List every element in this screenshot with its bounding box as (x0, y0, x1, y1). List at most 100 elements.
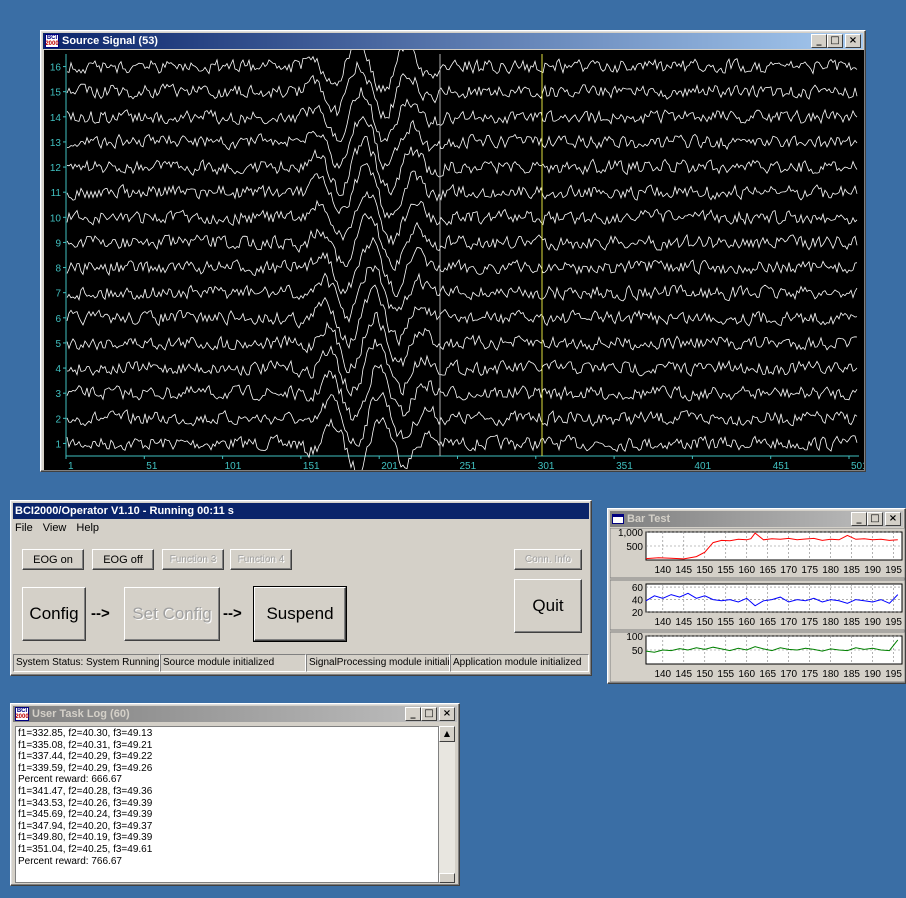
x-tick-label: 190 (864, 617, 881, 628)
log-scrollbar[interactable]: ▲ (439, 726, 455, 883)
bar-test-window[interactable]: Bar Test _ □ × 140 145 150 155 160 165 170 175 1… (607, 508, 906, 684)
sample-label: 201 (381, 461, 398, 470)
scroll-up-icon[interactable]: ▲ (439, 726, 455, 742)
log-line: Percent reward: 666.67 (18, 774, 122, 786)
x-tick-label: 175 (801, 669, 818, 680)
channel-label: 12 (50, 163, 62, 174)
channel-label: 2 (55, 414, 61, 425)
x-tick-label: 195 (885, 669, 902, 680)
close-icon[interactable]: × (885, 512, 901, 526)
x-tick-label: 165 (759, 617, 776, 628)
window-title: BCI2000/Operator V1.10 - Running 00:11 s (15, 505, 234, 517)
x-tick-label: 145 (675, 617, 692, 628)
log-line: f1=335.08, f2=40.31, f3=49.21 (18, 739, 153, 751)
maximize-icon[interactable]: □ (421, 707, 437, 721)
channel-label: 9 (55, 238, 61, 249)
y-tick-label: 50 (632, 646, 644, 657)
eeg-trace (66, 135, 858, 196)
close-icon[interactable]: × (439, 707, 455, 721)
application-status: Application module initialized (450, 654, 589, 672)
x-tick-label: 145 (675, 669, 692, 680)
eeg-trace (66, 311, 858, 374)
quit-button[interactable]: Quit (514, 579, 582, 633)
conn-info-button[interactable]: Conn. Info (514, 549, 582, 570)
minimize-icon[interactable]: _ (851, 512, 867, 526)
sample-label: 1 (68, 461, 74, 470)
channel-label: 16 (50, 63, 62, 74)
x-tick-label: 155 (717, 617, 734, 628)
minimize-icon[interactable]: _ (811, 34, 827, 48)
x-tick-label: 160 (738, 565, 755, 576)
x-tick-label: 155 (717, 669, 734, 680)
y-tick-label: 500 (626, 542, 643, 553)
eeg-trace (66, 212, 858, 272)
function3-button[interactable]: Function 3 (162, 549, 224, 570)
config-button[interactable]: Config (22, 587, 86, 641)
menu-file[interactable]: File (15, 522, 33, 534)
y-tick-label: 20 (632, 608, 644, 619)
log-line: f1=347.94, f2=40.20, f3=49.37 (18, 820, 153, 832)
eeg-trace (66, 284, 858, 350)
x-tick-label: 145 (675, 565, 692, 576)
series-line (645, 532, 898, 560)
x-tick-label: 140 (654, 617, 671, 628)
minimize-icon[interactable]: _ (405, 707, 421, 721)
x-tick-label: 160 (738, 617, 755, 628)
y-tick-label: 100 (626, 632, 643, 643)
bar-test-titlebar[interactable]: Bar Test _ □ × (610, 511, 903, 527)
channel-label: 15 (50, 88, 62, 99)
channel-label: 10 (50, 213, 62, 224)
user-task-log-window[interactable]: BCI 2000 User Task Log (60) _ □ × f1=332.… (10, 703, 460, 886)
function4-button[interactable]: Function 4 (230, 549, 292, 570)
maximize-icon[interactable]: □ (867, 512, 883, 526)
y-tick-label: 1,000 (618, 528, 643, 539)
series-line (645, 639, 899, 653)
channel-label: 7 (55, 289, 61, 300)
x-tick-label: 195 (885, 565, 902, 576)
menu-bar: File View Help (15, 522, 99, 538)
sample-label: 401 (694, 461, 711, 470)
eog-on-button[interactable]: EOG on (22, 549, 84, 570)
channel-label: 8 (55, 264, 61, 275)
close-icon[interactable]: × (845, 34, 861, 48)
x-tick-label: 160 (738, 669, 755, 680)
x-tick-label: 150 (696, 669, 713, 680)
log-text-area[interactable]: f1=332.85, f2=40.30, f3=49.13 f1=335.08, … (15, 726, 439, 883)
maximize-icon[interactable]: □ (827, 34, 843, 48)
scroll-thumb[interactable] (439, 873, 455, 883)
x-tick-label: 180 (822, 669, 839, 680)
bci2000-icon: BCI 2000 (45, 34, 59, 48)
window-title: Source Signal (53) (62, 35, 158, 47)
x-tick-label: 150 (696, 565, 713, 576)
log-line: Percent reward: 766.67 (18, 855, 122, 867)
operator-titlebar[interactable]: BCI2000/Operator V1.10 - Running 00:11 s (13, 503, 589, 519)
sample-label: 151 (303, 461, 320, 470)
x-tick-label: 155 (717, 565, 734, 576)
eog-off-button[interactable]: EOG off (92, 549, 154, 570)
log-titlebar[interactable]: BCI 2000 User Task Log (60) _ □ × (13, 706, 457, 722)
eeg-trace (66, 363, 858, 421)
operator-window[interactable]: BCI2000/Operator V1.10 - Running 00:11 s… (10, 500, 592, 676)
x-tick-label: 180 (822, 617, 839, 628)
eeg-trace (66, 236, 858, 298)
eeg-trace (66, 264, 858, 324)
x-tick-label: 175 (801, 565, 818, 576)
menu-view[interactable]: View (42, 522, 67, 534)
log-line: f1=341.47, f2=40.28, f3=49.36 (18, 785, 153, 797)
plot-area (645, 583, 903, 613)
x-tick-label: 190 (864, 565, 881, 576)
eeg-trace (66, 391, 858, 447)
menu-help[interactable]: Help (76, 522, 100, 534)
eeg-trace (66, 50, 858, 94)
eeg-trace (66, 190, 858, 246)
x-tick-label: 175 (801, 617, 818, 628)
sample-label: 251 (460, 461, 477, 470)
set-config-button[interactable]: Set Config (124, 587, 220, 641)
suspend-button[interactable]: Suspend (253, 586, 347, 642)
source-status: Source module initialized (160, 654, 306, 672)
source-signal-titlebar[interactable]: BCI 2000 Source Signal (53) _ □ × (43, 33, 863, 49)
bci2000-icon: BCI 2000 (15, 707, 29, 721)
log-line: f1=349.80, f2=40.19, f3=49.39 (18, 832, 153, 844)
